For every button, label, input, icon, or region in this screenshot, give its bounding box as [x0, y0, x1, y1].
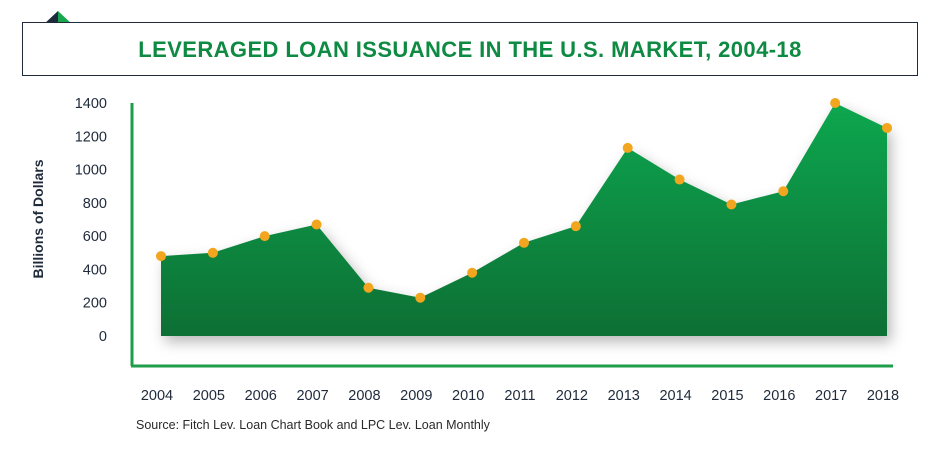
data-point [467, 267, 478, 278]
x-tick-label: 2010 [452, 388, 484, 404]
x-tick-label: 2006 [245, 388, 277, 404]
x-tick-label: 2015 [711, 388, 743, 404]
y-tick-label: 600 [83, 229, 107, 245]
chart-title: LEVERAGED LOAN ISSUANCE IN THE U.S. MARK… [138, 37, 802, 62]
x-tick-label: 2009 [400, 388, 432, 404]
x-tick-label: 2007 [296, 388, 328, 404]
data-point [207, 247, 218, 258]
data-point [622, 142, 633, 153]
title-box: LEVERAGED LOAN ISSUANCE IN THE U.S. MARK… [22, 22, 918, 76]
data-point [726, 199, 737, 210]
y-tick-label: 200 [83, 296, 107, 312]
x-tick-label: 2018 [867, 388, 899, 404]
y-tick-label: 800 [83, 196, 107, 212]
data-point [570, 221, 581, 232]
data-point [830, 98, 841, 108]
y-axis-label: Billions of Dollars [30, 159, 46, 278]
x-tick-label: 2011 [504, 388, 535, 404]
x-tick-label: 2013 [608, 388, 640, 404]
x-tick-label: 2004 [141, 388, 173, 404]
y-tick-label: 1200 [75, 129, 107, 145]
x-tick-label: 2005 [193, 388, 225, 404]
area-series [161, 103, 887, 336]
data-point [156, 251, 166, 262]
data-point [363, 282, 374, 293]
data-point [519, 237, 529, 248]
y-tick-label: 1400 [75, 96, 107, 112]
x-tick-label: 2012 [556, 388, 588, 404]
x-tick-label: 2016 [763, 388, 795, 404]
data-point [778, 186, 789, 197]
data-point [674, 174, 685, 185]
x-tick-label: 2008 [348, 388, 380, 404]
source-note: Source: Fitch Lev. Loan Chart Book and L… [136, 418, 490, 432]
data-point [882, 122, 892, 133]
y-tick-label: 1000 [75, 163, 107, 179]
data-point [415, 292, 426, 303]
y-tick-label: 400 [83, 262, 107, 278]
y-tick-label: 0 [99, 329, 107, 345]
x-tick-label: 2014 [659, 388, 691, 404]
data-point [311, 219, 322, 230]
data-point [259, 231, 270, 242]
x-tick-label: 2017 [815, 388, 847, 404]
